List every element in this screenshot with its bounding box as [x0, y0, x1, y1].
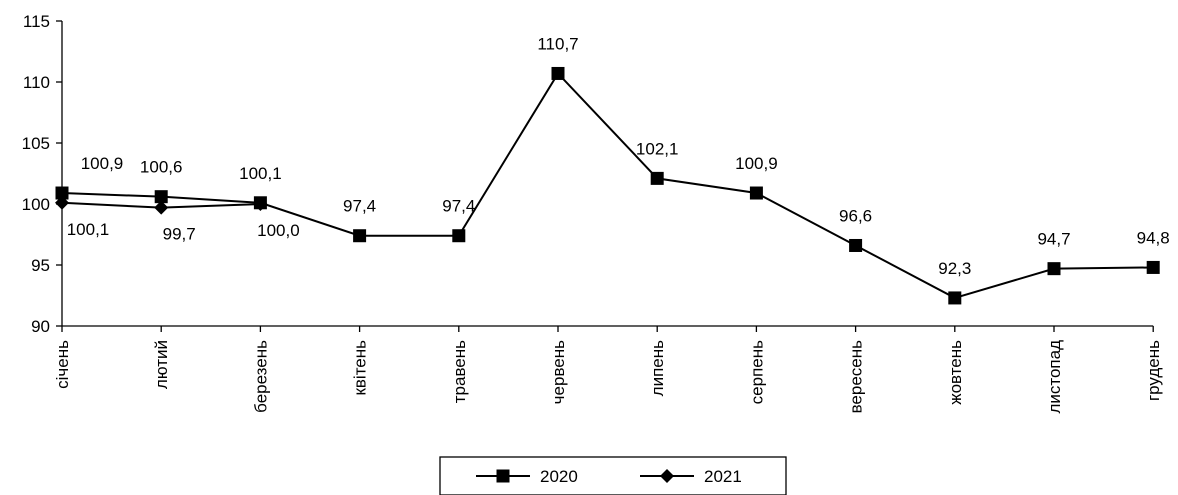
data-labels: 100,9 100,6 100,1 97,4 97,4 110,7 102,1 100,9 96… — [67, 34, 1170, 277]
data-label: 94,8 — [1137, 228, 1170, 247]
marker-square — [551, 66, 565, 80]
x-tick-label: жовтень — [946, 340, 965, 405]
series-2020 — [55, 66, 1160, 305]
data-label: 99,7 — [163, 225, 196, 244]
x-tick-label: березень — [251, 340, 270, 413]
data-label: 92,3 — [938, 259, 971, 278]
x-tick-label: грудень — [1144, 340, 1163, 401]
marker-square — [353, 229, 367, 243]
legend-item-2020: 2020 — [476, 467, 578, 486]
marker-square — [154, 190, 168, 204]
marker-square — [1047, 262, 1061, 276]
marker-diamond — [55, 195, 69, 210]
marker-diamond — [154, 200, 169, 215]
series-line — [61, 71, 1154, 300]
x-tick-label: листопад — [1045, 340, 1064, 414]
marker-diamond — [660, 469, 674, 483]
x-tick-label: червень — [549, 340, 568, 404]
marker-square — [55, 186, 69, 200]
marker-diamond — [253, 197, 268, 211]
data-label: 102,1 — [636, 139, 679, 158]
legend: 2020 2021 — [439, 456, 787, 495]
data-label: 94,7 — [1037, 230, 1070, 249]
marker-square — [452, 229, 466, 243]
legend-item-2021: 2021 — [640, 467, 742, 486]
data-label: 100,9 — [735, 154, 778, 173]
data-label: 100,9 — [81, 154, 124, 173]
data-label: 97,4 — [343, 197, 376, 216]
series-2021 — [55, 195, 268, 215]
x-tick-label: серпень — [747, 340, 766, 404]
x-tick-label: січень — [53, 340, 72, 389]
marker-square — [749, 186, 763, 200]
data-label: 100,1 — [239, 164, 282, 183]
y-tick-label: 90 — [31, 317, 50, 336]
marker-square — [1146, 260, 1160, 274]
legend-label: 2020 — [540, 467, 578, 486]
y-tick-label: 100 — [22, 195, 50, 214]
data-label: 110,7 — [537, 34, 578, 53]
y-axis: 90 95 100 105 110 115 — [22, 12, 63, 336]
marker-square — [650, 171, 664, 185]
data-label: 100,6 — [140, 158, 183, 177]
data-label: 100,0 — [257, 221, 300, 240]
y-tick-label: 105 — [22, 134, 50, 153]
x-tick-label: вересень — [847, 340, 866, 414]
y-tick-label: 110 — [23, 73, 50, 92]
x-tick-label: травень — [450, 340, 469, 403]
y-tick-label: 95 — [31, 256, 50, 275]
data-label: 100,1 — [67, 220, 110, 239]
marker-square — [948, 291, 962, 305]
x-tick-label: квітень — [351, 340, 370, 396]
legend-label: 2021 — [704, 467, 742, 486]
marker-square — [849, 238, 863, 252]
x-tick-label: липень — [648, 340, 667, 396]
x-axis: січень лютий березень квітень травень червень… — [53, 325, 1163, 414]
data-label: 97,4 — [442, 197, 475, 216]
x-tick-label: лютий — [152, 340, 171, 389]
data-label: 96,6 — [839, 206, 872, 225]
marker-square — [496, 469, 510, 483]
series-layer — [55, 66, 1160, 305]
y-tick-label: 115 — [23, 12, 50, 31]
